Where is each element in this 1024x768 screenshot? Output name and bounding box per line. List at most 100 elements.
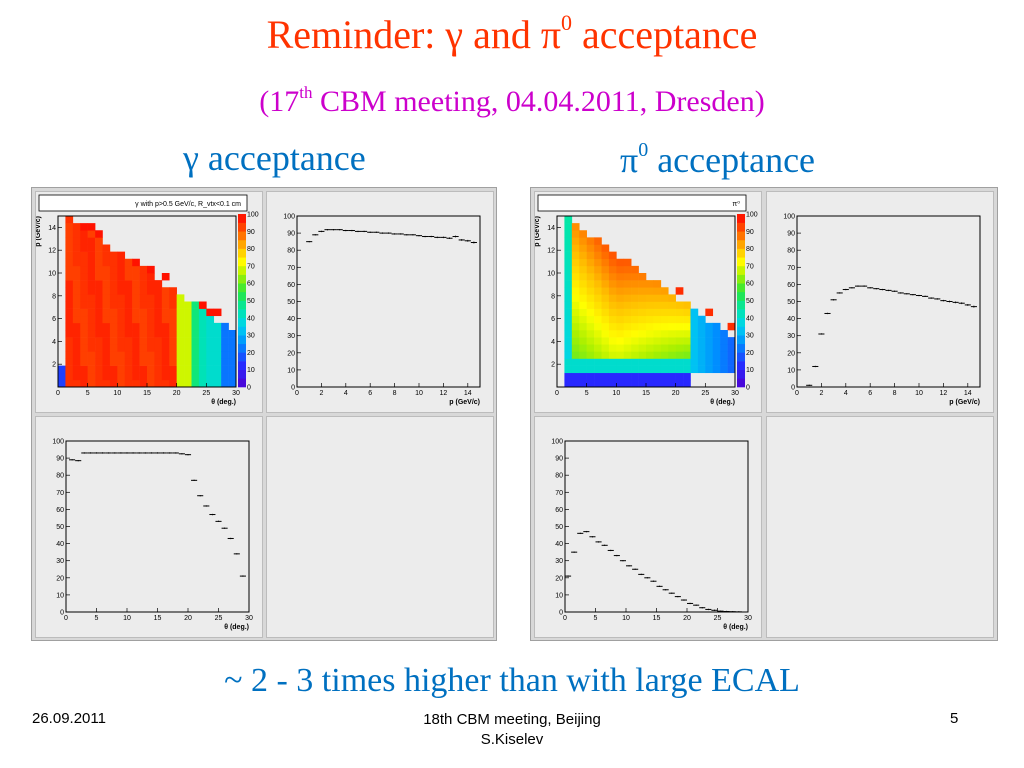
heatmap-cell xyxy=(72,337,81,345)
heatmap-cell xyxy=(80,344,88,352)
heatmap-cell xyxy=(571,301,580,309)
heatmap-cell xyxy=(646,337,654,345)
heatmap-cell xyxy=(623,344,632,352)
heatmap-cell xyxy=(95,351,103,359)
palette-tick-label: 20 xyxy=(247,350,255,357)
heatmap-cell xyxy=(95,372,103,381)
heatmap-cell xyxy=(65,365,74,374)
heatmap-cell xyxy=(646,294,654,302)
heatmap-cell xyxy=(586,244,595,252)
heatmap-cell xyxy=(638,372,647,381)
heatmap-cell xyxy=(638,344,647,352)
heatmap-cell xyxy=(571,344,580,352)
heatmap-cell xyxy=(668,351,676,359)
palette-cell xyxy=(238,239,246,249)
heatmap-cell xyxy=(594,365,602,374)
heatmap-cell xyxy=(631,273,639,281)
palette-tick-label: 30 xyxy=(746,333,754,340)
palette-tick-label: 0 xyxy=(247,385,251,392)
palette-tick-label: 90 xyxy=(746,229,754,236)
heatmap-cell xyxy=(102,280,111,288)
heatmap-cell xyxy=(683,315,691,324)
heatmap-cell xyxy=(198,351,207,359)
heatmap-cell xyxy=(221,358,229,366)
heatmap-cell xyxy=(571,273,580,281)
heatmap-cell xyxy=(705,344,714,352)
gamma-canvas: γ with p>0.5 GeV/c, R_vtx<0.1 cm 0 5 10 15 20… xyxy=(31,187,497,641)
y-tick-label: 40 xyxy=(555,541,563,548)
heatmap-cell xyxy=(601,251,610,260)
heatmap-cell xyxy=(147,294,155,302)
heatmap-cell xyxy=(653,372,662,381)
heatmap-cell xyxy=(117,258,126,267)
heatmap-cell xyxy=(221,344,229,352)
heatmap-cell xyxy=(601,322,610,331)
heatmap-cell xyxy=(132,265,140,274)
heatmap-cell xyxy=(608,258,617,267)
heatmap-cell xyxy=(95,315,103,324)
heatmap-cell xyxy=(705,330,714,338)
heatmap-cell xyxy=(660,308,669,317)
heatmap-cell xyxy=(690,358,699,366)
heatmap-cell xyxy=(675,379,684,388)
heatmap-cell xyxy=(697,315,706,324)
heatmap-cell xyxy=(646,372,654,381)
heatmap-cell xyxy=(653,330,662,338)
heatmap-cell xyxy=(646,379,654,388)
heatmap-cell xyxy=(586,315,595,324)
heatmap-cell xyxy=(206,330,215,338)
heatmap-cell xyxy=(631,365,639,374)
y-tick-label: 80 xyxy=(555,473,563,480)
heatmap-cell xyxy=(191,372,200,381)
heatmap-cell xyxy=(690,308,699,317)
y-tick-label: 40 xyxy=(56,541,64,548)
heatmap-cell xyxy=(191,351,200,359)
heatmap-cell xyxy=(631,344,639,352)
heatmap-cell xyxy=(191,308,200,317)
heatmap-cell xyxy=(132,344,140,352)
heatmap-cell xyxy=(80,230,88,238)
heatmap-cell xyxy=(132,337,140,345)
x-tick-label: 6 xyxy=(868,390,872,397)
heatmap-cell xyxy=(102,344,111,352)
y-tick-label: 100 xyxy=(783,214,795,221)
heatmap-cell xyxy=(638,337,647,345)
palette-cell xyxy=(737,352,745,362)
heatmap-cell xyxy=(184,351,192,359)
heatmap-cell xyxy=(109,294,118,302)
y-tick-label: 4 xyxy=(551,339,555,346)
heatmap-cell xyxy=(139,379,148,388)
heatmap-cell xyxy=(571,358,580,366)
heatmap-cell xyxy=(95,308,103,317)
palette-cell xyxy=(737,361,745,370)
heatmap-cell xyxy=(102,337,111,345)
heatmap-cell xyxy=(228,372,237,381)
heatmap-cell xyxy=(660,287,669,295)
heatmap-cell xyxy=(124,280,133,288)
heatmap-cell xyxy=(616,287,625,295)
heatmap-cell xyxy=(646,308,654,317)
heatmap-cell xyxy=(154,315,163,324)
heatmap-cell xyxy=(198,330,207,338)
heatmap-cell xyxy=(213,322,222,331)
heatmap-cell xyxy=(147,265,155,274)
heatmap-cell xyxy=(660,337,669,345)
heatmap-cell xyxy=(616,273,625,281)
heatmap-cell xyxy=(638,294,647,302)
heatmap-cell xyxy=(638,287,647,295)
heatmap-cell xyxy=(176,358,185,366)
heatmap-cell xyxy=(623,280,632,288)
heatmap-cell xyxy=(564,344,573,352)
heatmap-cell xyxy=(228,358,237,366)
heatmap-cell xyxy=(631,315,639,324)
heatmap-cell xyxy=(697,358,706,366)
heatmap-cell xyxy=(594,244,602,252)
heatmap-cell xyxy=(161,322,170,331)
footer-author: S.Kiselev xyxy=(480,731,544,748)
heatmap-cell xyxy=(594,358,602,366)
heatmap-cell xyxy=(80,223,88,231)
heatmap-cell xyxy=(87,372,96,381)
heatmap-cell xyxy=(631,330,639,338)
heatmap-cell xyxy=(571,315,580,324)
